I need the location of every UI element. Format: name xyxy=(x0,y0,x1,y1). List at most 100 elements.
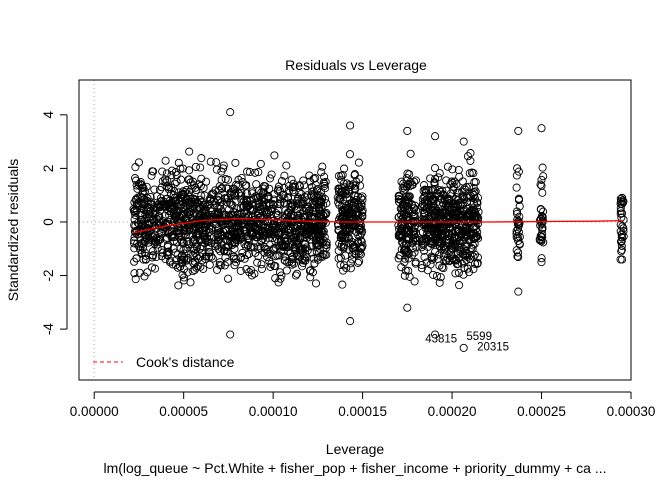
data-point xyxy=(160,211,169,220)
data-point xyxy=(152,192,161,201)
data-point xyxy=(406,177,415,186)
data-point xyxy=(432,271,442,281)
data-point xyxy=(311,231,320,240)
data-point xyxy=(402,192,411,202)
data-point xyxy=(402,224,411,233)
data-point xyxy=(239,208,248,217)
data-point xyxy=(514,253,523,262)
data-point xyxy=(404,266,413,275)
data-point xyxy=(199,202,208,211)
data-point xyxy=(348,238,357,247)
data-point xyxy=(417,260,426,270)
data-point xyxy=(227,233,236,242)
data-point xyxy=(153,203,162,212)
data-point xyxy=(466,191,475,201)
data-point xyxy=(187,184,196,193)
data-point xyxy=(341,251,350,260)
data-point xyxy=(256,227,265,236)
data-point xyxy=(281,252,290,261)
data-point xyxy=(186,178,195,187)
data-point xyxy=(455,281,464,290)
data-point xyxy=(253,258,262,267)
data-point xyxy=(428,195,437,204)
data-point xyxy=(251,168,260,177)
data-point xyxy=(430,178,439,187)
data-point xyxy=(222,198,232,207)
data-point xyxy=(460,184,469,193)
data-point xyxy=(252,180,261,189)
data-point xyxy=(435,250,444,259)
data-point xyxy=(149,167,158,176)
data-point xyxy=(278,230,287,239)
data-point xyxy=(277,176,287,186)
data-point xyxy=(617,241,626,250)
data-point xyxy=(148,251,157,260)
data-point xyxy=(167,201,176,210)
data-point xyxy=(449,185,458,194)
data-point xyxy=(428,240,437,249)
data-point xyxy=(231,158,240,167)
data-point xyxy=(174,232,183,241)
data-point xyxy=(240,240,249,249)
data-point xyxy=(283,258,292,267)
data-point xyxy=(257,236,266,245)
data-point xyxy=(217,238,226,247)
data-point xyxy=(282,266,291,275)
data-point xyxy=(317,227,326,236)
data-point xyxy=(260,243,269,252)
data-point xyxy=(405,170,414,179)
data-point xyxy=(459,343,468,352)
data-point xyxy=(275,268,285,277)
data-point xyxy=(512,171,521,180)
data-point xyxy=(276,195,285,204)
data-point xyxy=(312,242,321,251)
data-point xyxy=(317,168,326,177)
data-point xyxy=(410,227,419,236)
x-tick-label: 0.00025 xyxy=(517,404,566,419)
data-point xyxy=(619,227,628,236)
data-point xyxy=(206,195,215,204)
data-point xyxy=(410,212,419,221)
data-point xyxy=(207,252,216,261)
data-point xyxy=(210,201,219,210)
data-point xyxy=(182,244,191,253)
data-point xyxy=(404,180,413,189)
data-point xyxy=(247,271,256,280)
data-point xyxy=(183,268,192,277)
data-point xyxy=(427,252,436,261)
data-point xyxy=(616,207,625,216)
data-point xyxy=(165,211,174,220)
data-point xyxy=(450,243,459,252)
data-point xyxy=(291,234,300,243)
data-point xyxy=(514,287,523,296)
data-point xyxy=(235,189,244,198)
data-point xyxy=(230,208,239,217)
data-point xyxy=(394,254,403,263)
data-point xyxy=(260,248,269,257)
data-point xyxy=(167,166,177,175)
data-point xyxy=(183,254,192,263)
data-point xyxy=(456,248,465,257)
data-point xyxy=(431,132,440,141)
data-point xyxy=(179,227,189,236)
data-point xyxy=(358,241,367,250)
data-point xyxy=(248,229,257,238)
data-point xyxy=(131,275,140,284)
data-point xyxy=(335,239,344,248)
data-point xyxy=(455,172,464,181)
data-point xyxy=(217,175,226,184)
data-point xyxy=(340,164,349,173)
data-point xyxy=(256,159,265,168)
data-point xyxy=(334,225,343,234)
data-point xyxy=(161,175,170,184)
x-axis-label: Leverage xyxy=(326,441,385,457)
y-axis-label: Standardized residuals xyxy=(5,159,21,301)
data-point xyxy=(301,256,310,265)
data-point xyxy=(188,237,197,246)
data-point xyxy=(265,257,274,266)
data-point xyxy=(197,191,206,200)
data-point xyxy=(163,251,172,260)
data-point xyxy=(311,279,321,288)
data-point xyxy=(418,227,427,237)
data-point xyxy=(420,246,429,255)
